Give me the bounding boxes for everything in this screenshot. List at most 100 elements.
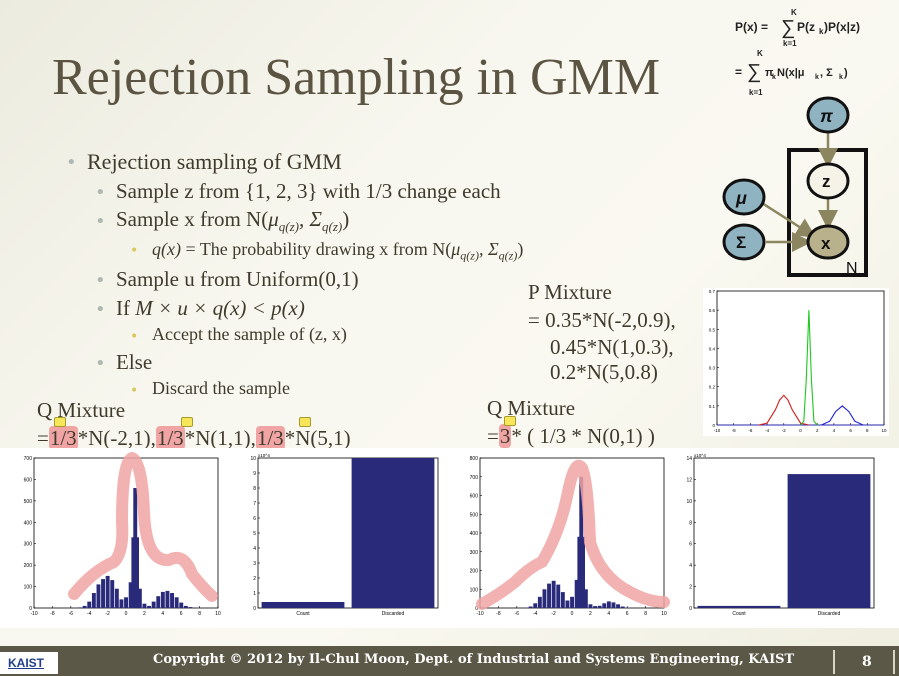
x-tick-label: -8: [50, 611, 55, 617]
bullet-sample-z: Sample z from {1, 2, 3} with 1/3 change …: [116, 179, 501, 203]
x-tick-label: -6: [69, 611, 74, 617]
slide-title: Rejection Sampling in GMM: [52, 49, 661, 106]
bullet-rejection-sampling: Rejection sampling of GMM: [87, 149, 342, 174]
x-tick-label: -10: [30, 611, 37, 617]
x-tick-label: 10: [881, 428, 887, 433]
comment-note-icon[interactable]: [181, 417, 193, 427]
y-tick-label: 10: [250, 456, 256, 462]
histogram-bar: [110, 580, 115, 608]
formula-top-index-2: K: [757, 49, 763, 58]
sigma-label: Σ: [736, 233, 746, 252]
x-tick-label: -10: [714, 428, 721, 433]
histogram-bar: [537, 596, 542, 609]
z-label: z: [822, 172, 831, 191]
formula-bottom-index-1: k=1: [783, 39, 797, 48]
svg-text:)P(x|z): )P(x|z): [824, 20, 860, 34]
histogram-bar: [533, 603, 538, 608]
y-tick-label: 700: [24, 456, 33, 462]
bullet-dot: •: [130, 383, 139, 399]
sigma-node: [722, 223, 766, 261]
y-tick-label: 0.5: [709, 327, 716, 332]
y-tick-label: 0: [712, 423, 715, 428]
pi-label: π: [820, 106, 833, 126]
footer-bar: [0, 646, 899, 676]
bullet-dot: •: [130, 329, 139, 345]
y-tick-label: 6: [689, 542, 692, 548]
y-tick-label: 14: [686, 456, 692, 462]
x-tick-label: -8: [496, 611, 501, 617]
svg-text:=: =: [735, 65, 742, 79]
histogram-bar: [101, 579, 105, 608]
y-tick-label: 8: [689, 520, 692, 526]
bullet-dot: •: [95, 182, 106, 203]
y-tick-label: 8: [253, 486, 256, 492]
histogram-bar: [565, 600, 570, 608]
y-tick-label: 4: [253, 546, 256, 552]
histogram-bar: [165, 590, 170, 608]
q-mixture-right-formula: =3* ( 1/3 * N(0,1) ): [487, 424, 655, 448]
y-tick-label: 800: [470, 456, 479, 462]
count-discard-bar: [787, 474, 871, 608]
y-tick-label: 2: [689, 585, 692, 591]
histogram-bar: [119, 599, 124, 608]
category-label: Count: [732, 611, 746, 617]
gmm-formula: K P(x) = ∑ P(z k )P(x|z) k=1 K = ∑ π k N…: [735, 4, 895, 104]
y-tick-label: 7: [253, 501, 256, 507]
pi-node: [806, 96, 850, 134]
histogram-bar: [124, 597, 128, 608]
bullet-else: Else: [116, 350, 153, 374]
pink-highlight-stroke: [476, 459, 670, 610]
y-tick-label: 0: [689, 606, 692, 612]
bullet-sample-u: Sample u from Uniform(0,1): [116, 267, 359, 291]
count-discard-bar: [351, 458, 435, 608]
comment-note-icon[interactable]: [299, 417, 311, 427]
histogram-bar: [87, 601, 92, 608]
svg-text:π: π: [765, 67, 774, 79]
histogram-bar: [137, 588, 142, 608]
x-tick-label: 2: [589, 611, 592, 617]
svg-text:∑: ∑: [781, 17, 795, 39]
histogram-bar: [556, 584, 561, 608]
x-tick-label: 0: [125, 611, 128, 617]
bullet-dot: •: [130, 243, 139, 259]
svg-text:k: k: [839, 74, 843, 81]
y-tick-label: 2: [253, 576, 256, 582]
x-tick-label: -8: [732, 428, 736, 433]
y-tick-label: 12: [686, 477, 692, 483]
page-number: 8: [862, 654, 872, 670]
histogram-bar: [602, 603, 607, 608]
comment-note-icon[interactable]: [54, 417, 66, 427]
y-tick-label: 10: [686, 499, 692, 505]
p-mixture-line2: 0.45*N(1,0.3),: [550, 335, 674, 359]
histogram-bar: [78, 607, 82, 608]
y-tick-label: 600: [470, 494, 479, 500]
pink-highlight-stroke: [68, 452, 218, 602]
bullet-accept: Accept the sample of (z, x): [152, 324, 347, 344]
p-mixture-label: P Mixture: [528, 280, 612, 304]
y-tick-label: 0: [29, 606, 32, 612]
comment-note-icon[interactable]: [504, 416, 516, 426]
histogram-bar: [551, 580, 556, 608]
y-tick-label: 0.3: [709, 366, 716, 371]
histogram-bar: [588, 604, 593, 609]
y-tick-label: 500: [24, 499, 33, 505]
histogram-bar: [611, 602, 616, 608]
x-tick-label: 0: [571, 611, 574, 617]
histogram-bar: [170, 593, 174, 608]
bullet-dot: •: [95, 299, 106, 320]
right-histogram-chart: -10 -8 -6 -4 -2 0 2 4 6 8 100100200300400500600700…: [470, 456, 670, 617]
bullet-dot: •: [95, 353, 106, 374]
histogram-bar: [183, 605, 188, 608]
x-tick-label: 10: [661, 611, 667, 617]
y-tick-label: 9: [253, 471, 256, 477]
q-mixture-left-formula: =1/3*N(-2,1),1/3*N(1,1),1/3*N(5,1): [37, 426, 351, 450]
bullet-dot: •: [95, 270, 106, 291]
y-tick-label: 600: [24, 477, 33, 483]
mu-node: [722, 178, 766, 216]
histogram-bar: [151, 601, 156, 608]
histogram-bar: [570, 596, 574, 609]
z-node: [806, 162, 850, 200]
y-tick-label: 1: [253, 591, 256, 597]
histogram-bar: [574, 579, 579, 608]
